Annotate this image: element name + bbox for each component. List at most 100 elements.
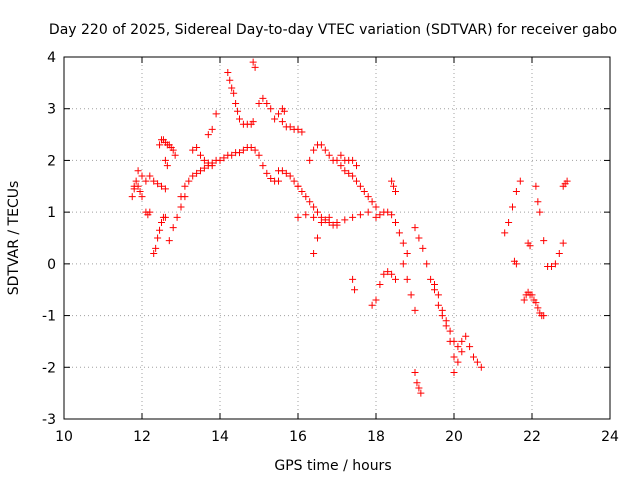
data-point: [310, 213, 318, 221]
series-track-ah: [532, 182, 544, 216]
data-point: [345, 169, 353, 177]
data-point: [466, 343, 474, 351]
data-point: [470, 353, 477, 361]
data-point: [154, 234, 162, 242]
data-point: [431, 281, 438, 289]
data-point: [349, 156, 357, 164]
chart-title: Day 220 of 2025, Sidereal Day-to-day VTE…: [49, 22, 617, 38]
data-point: [275, 110, 282, 118]
data-point: [458, 337, 466, 345]
series-track-ag: [524, 239, 534, 250]
data-point: [419, 244, 427, 252]
x-tick-label: 14: [211, 429, 229, 445]
data-point: [294, 182, 302, 190]
data-point: [534, 198, 542, 206]
data-point: [321, 146, 329, 154]
x-tick-label: 22: [523, 429, 541, 445]
series-track-h: [177, 144, 282, 201]
data-point: [372, 203, 380, 211]
data-point: [249, 118, 257, 126]
data-point: [384, 268, 392, 276]
data-point: [532, 299, 540, 307]
x-tick-label: 12: [133, 429, 151, 445]
data-point: [368, 198, 376, 206]
series-track-af: [510, 257, 520, 268]
data-point: [156, 226, 164, 234]
series-track-g: [165, 193, 189, 245]
x-tick-label: 20: [445, 429, 463, 445]
data-point: [161, 213, 169, 221]
data-point: [310, 250, 318, 258]
data-point: [275, 177, 282, 185]
data-point: [317, 141, 325, 149]
data-point: [146, 172, 154, 180]
data-point: [294, 125, 302, 133]
data-point: [228, 84, 236, 92]
data-point: [234, 107, 242, 115]
data-point: [177, 193, 185, 201]
data-point: [407, 291, 415, 299]
data-point: [349, 172, 357, 180]
series-track-z: [411, 368, 425, 397]
data-point: [200, 164, 208, 172]
data-point: [388, 177, 396, 185]
data-point: [356, 211, 364, 219]
series-track-ae: [520, 288, 548, 320]
data-point: [390, 182, 398, 190]
data-point: [158, 182, 165, 190]
series-track-w: [349, 275, 359, 294]
series-track-s: [337, 151, 360, 170]
data-point: [368, 301, 376, 309]
data-point: [392, 218, 399, 226]
series-track-e: [156, 136, 179, 159]
data-point: [255, 100, 263, 108]
data-point: [337, 162, 345, 170]
data-point: [388, 270, 396, 278]
data-point: [263, 169, 271, 177]
data-point: [130, 185, 138, 193]
data-point: [417, 389, 425, 397]
data-point: [302, 211, 310, 219]
data-point: [152, 244, 160, 252]
y-tick-label: -3: [42, 412, 56, 428]
data-point: [321, 216, 329, 224]
data-point: [388, 211, 396, 219]
data-point: [532, 182, 540, 190]
data-point: [438, 306, 446, 314]
data-point: [442, 317, 450, 325]
data-point: [516, 177, 524, 185]
data-point: [193, 144, 201, 151]
data-point: [132, 177, 140, 185]
data-point: [290, 177, 298, 185]
data-point: [134, 182, 142, 190]
data-point: [399, 260, 407, 268]
data-point: [294, 213, 302, 221]
series-track-aj: [559, 177, 571, 190]
data-point: [286, 172, 294, 180]
data-point: [220, 154, 228, 162]
series-track-x: [388, 177, 399, 195]
data-point: [154, 180, 162, 188]
data-point: [226, 76, 234, 84]
data-point: [534, 304, 542, 312]
data-point: [230, 89, 238, 97]
data-point: [200, 156, 208, 164]
data-point: [395, 229, 403, 237]
data-point: [563, 177, 571, 185]
data-point: [376, 281, 384, 289]
data-point: [136, 187, 144, 195]
data-point: [505, 218, 513, 226]
y-tick-label: -1: [42, 309, 56, 325]
data-point: [282, 169, 290, 177]
data-point: [450, 368, 458, 376]
data-point: [208, 125, 216, 133]
data-point: [150, 177, 158, 185]
data-point: [477, 363, 485, 371]
data-point: [278, 118, 286, 126]
data-point: [509, 203, 516, 211]
data-point: [372, 296, 380, 304]
data-point: [454, 343, 462, 351]
data-point: [392, 275, 399, 283]
data-point: [559, 239, 567, 247]
data-point: [403, 250, 411, 258]
